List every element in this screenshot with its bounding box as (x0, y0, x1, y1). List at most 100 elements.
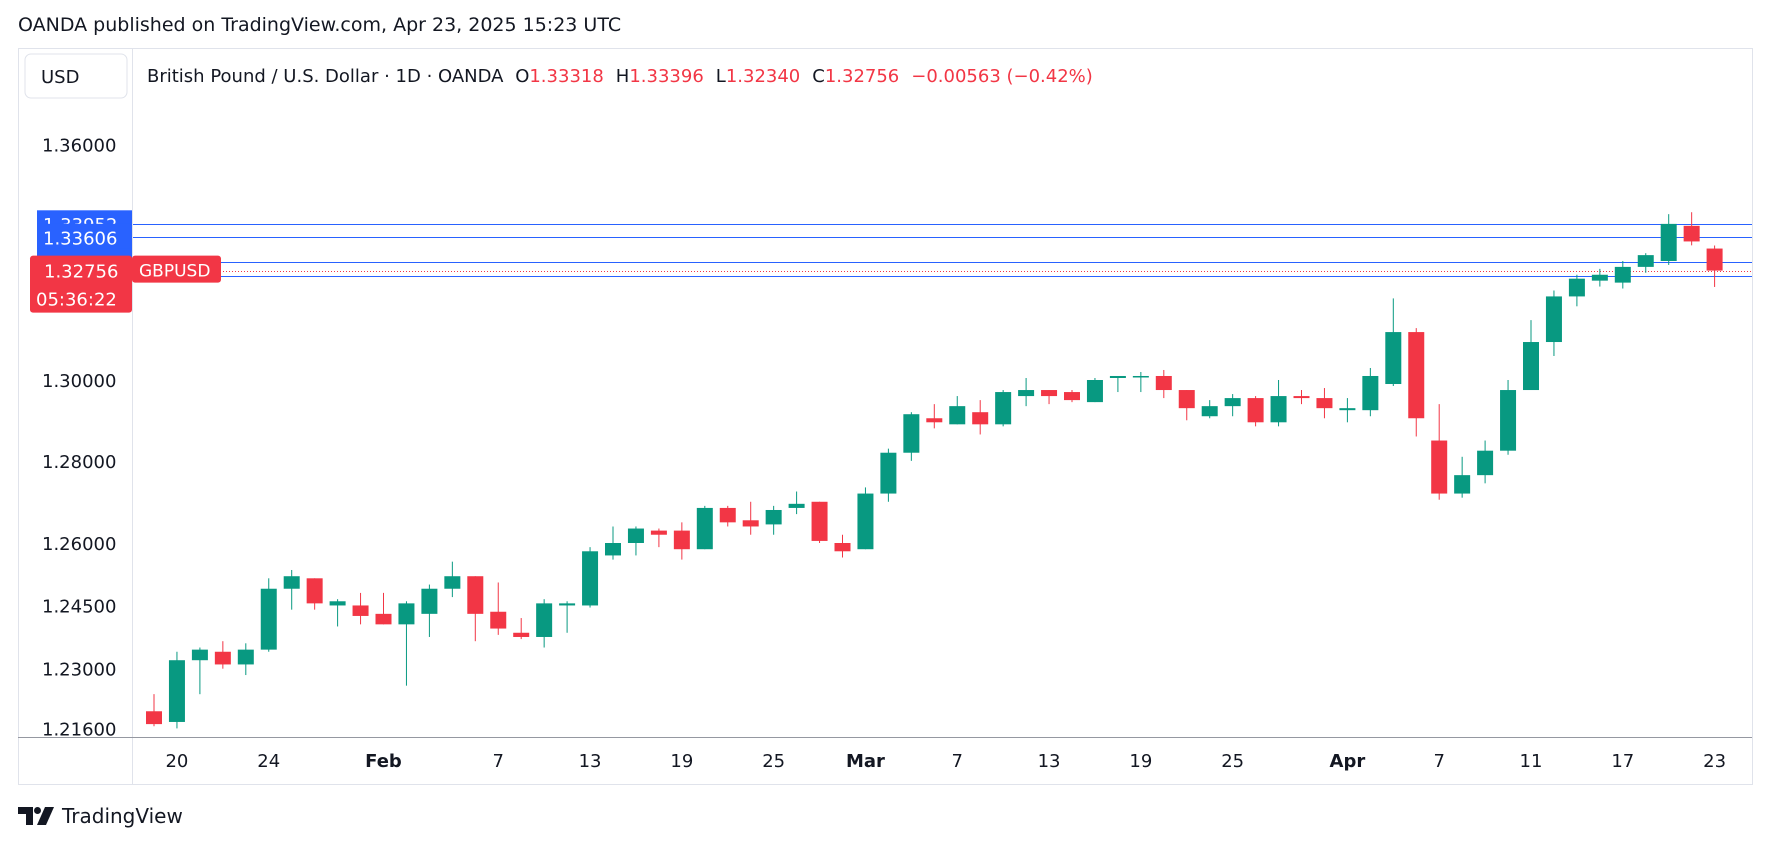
candle[interactable] (1224, 394, 1241, 417)
candle[interactable] (1109, 375, 1126, 393)
candle[interactable] (1155, 369, 1172, 399)
candle[interactable] (880, 448, 897, 502)
candle[interactable] (1362, 367, 1379, 417)
candle[interactable] (1270, 380, 1287, 427)
candle[interactable] (1293, 390, 1310, 405)
candle[interactable] (1660, 214, 1677, 265)
candle[interactable] (742, 501, 759, 535)
candle[interactable] (1041, 390, 1058, 405)
candle[interactable] (467, 576, 484, 642)
candle[interactable] (168, 651, 185, 729)
candle-body (1408, 332, 1425, 419)
candle[interactable] (559, 601, 576, 633)
candle[interactable] (237, 643, 254, 676)
candle-body (1637, 255, 1654, 267)
candle[interactable] (283, 569, 300, 610)
candle[interactable] (1064, 390, 1080, 403)
candle[interactable] (421, 584, 438, 637)
candle-body (1683, 225, 1700, 242)
price-badges: 1.339521.336061.329641.326201.3275605:36… (30, 210, 221, 313)
x-tick-label: 13 (579, 751, 602, 772)
candle[interactable] (1591, 268, 1608, 287)
price-badge[interactable]: 1.33606 (37, 223, 132, 251)
candle[interactable] (1431, 404, 1448, 500)
candle[interactable] (719, 505, 736, 527)
candle[interactable] (260, 578, 277, 652)
candle[interactable] (375, 592, 392, 625)
candle[interactable] (811, 501, 828, 543)
candle[interactable] (627, 526, 644, 556)
candle[interactable] (513, 618, 530, 640)
candle[interactable] (536, 599, 553, 648)
candle[interactable] (1454, 456, 1471, 498)
brand-name: TradingView (62, 804, 183, 828)
candle[interactable] (146, 694, 162, 727)
candle-body (719, 507, 736, 523)
x-tick-label: 13 (1038, 751, 1061, 772)
candle[interactable] (1086, 377, 1103, 403)
currency-button[interactable]: USD (24, 53, 128, 99)
candle[interactable] (696, 505, 713, 550)
candle[interactable] (857, 487, 874, 550)
time-axis[interactable]: 20 24 Feb 7 13 19 25 Mar 7 13 19 25 Apr 7 11 17 23 (165, 751, 1726, 772)
candle-body (788, 503, 805, 508)
candle-body (1431, 440, 1448, 494)
candle[interactable] (444, 561, 461, 598)
candle[interactable] (1545, 290, 1562, 356)
candle[interactable] (1500, 380, 1517, 455)
candle[interactable] (972, 400, 989, 435)
candle[interactable] (605, 526, 621, 560)
countdown-text: 05:36:22 (36, 290, 117, 311)
candle[interactable] (650, 528, 667, 548)
candle[interactable] (1614, 261, 1631, 289)
price-axis[interactable]: 1.36000 1.30000 1.28000 1.26000 1.24500 1.230… (42, 136, 116, 741)
candle[interactable] (788, 491, 805, 515)
candle[interactable] (352, 592, 369, 625)
currency-button-label[interactable]: USD (41, 67, 79, 88)
candle[interactable] (398, 601, 415, 686)
candle[interactable] (1316, 388, 1333, 419)
currency-button-box[interactable] (24, 53, 128, 99)
chart-frame (18, 48, 1753, 785)
candle[interactable] (582, 547, 599, 608)
candle[interactable] (949, 396, 966, 425)
candle[interactable] (1247, 396, 1264, 427)
candle[interactable] (490, 582, 507, 635)
candle[interactable] (834, 534, 851, 558)
current-price-box (30, 255, 132, 313)
candle[interactable] (1178, 390, 1195, 421)
candle[interactable] (995, 390, 1012, 427)
candle[interactable] (1637, 253, 1654, 273)
candle-body (1155, 375, 1172, 391)
candle[interactable] (1201, 400, 1218, 419)
candle[interactable] (1523, 320, 1539, 391)
candle[interactable] (191, 647, 208, 695)
candle[interactable] (1408, 328, 1425, 437)
candle[interactable] (1339, 398, 1356, 423)
candle[interactable] (1706, 245, 1723, 287)
candle[interactable] (1477, 440, 1494, 484)
candle[interactable] (1018, 377, 1035, 407)
candle-body (1224, 398, 1241, 407)
legend-change-value: −0.00563 (−0.42%) (911, 66, 1093, 87)
candle[interactable] (1568, 274, 1585, 307)
candle-body (444, 576, 461, 589)
candle[interactable] (1683, 212, 1700, 246)
x-tick-label: 17 (1611, 751, 1634, 772)
candle[interactable] (214, 641, 231, 669)
candle[interactable] (1132, 371, 1149, 393)
candle[interactable] (673, 522, 690, 560)
candle[interactable] (1385, 298, 1402, 387)
x-tick-label: 7 (952, 751, 963, 772)
candle[interactable] (903, 412, 920, 461)
tradingview-brand[interactable]: TradingView (18, 803, 183, 829)
candle[interactable] (926, 404, 943, 429)
y-tick-label: 1.21600 (42, 719, 116, 740)
current-price-badge[interactable]: 1.32756 05:36:22 GBPUSD (30, 255, 221, 313)
candle-body (1591, 274, 1608, 281)
candle[interactable] (765, 505, 782, 535)
candle-body (306, 578, 323, 604)
candle[interactable] (329, 599, 346, 627)
candle[interactable] (306, 578, 323, 610)
